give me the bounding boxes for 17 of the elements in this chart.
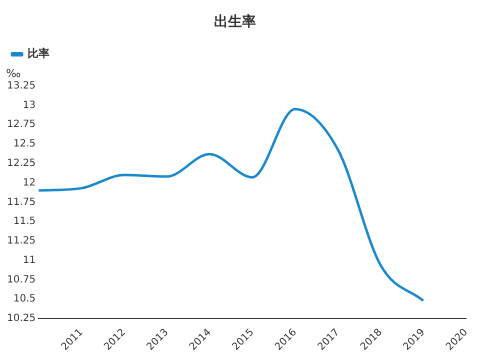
y-tick-label: 10.25 [6, 313, 36, 324]
y-tick-label: 10.5 [13, 294, 36, 305]
y-tick-label: 10.75 [6, 274, 36, 286]
y-tick-label: 12.75 [6, 119, 36, 130]
y-tick-label: 11 [22, 254, 36, 266]
y-tick-label: 11.75 [6, 196, 36, 208]
y-tick-label: 11.5 [13, 216, 36, 228]
chart-title: 出生率 [214, 13, 256, 30]
y-tick-label: 13.25 [6, 80, 36, 92]
y-tick-label: 13 [22, 100, 36, 111]
y-tick-label: 12.5 [13, 138, 36, 150]
y-tick-label: 12.25 [6, 158, 36, 169]
y-axis-title: ‰ [6, 67, 21, 80]
line-series [38, 108, 425, 302]
y-tick-label: 11.25 [6, 236, 36, 247]
legend-label: 比率 [28, 47, 50, 60]
y-tick-label: 12 [22, 177, 36, 188]
